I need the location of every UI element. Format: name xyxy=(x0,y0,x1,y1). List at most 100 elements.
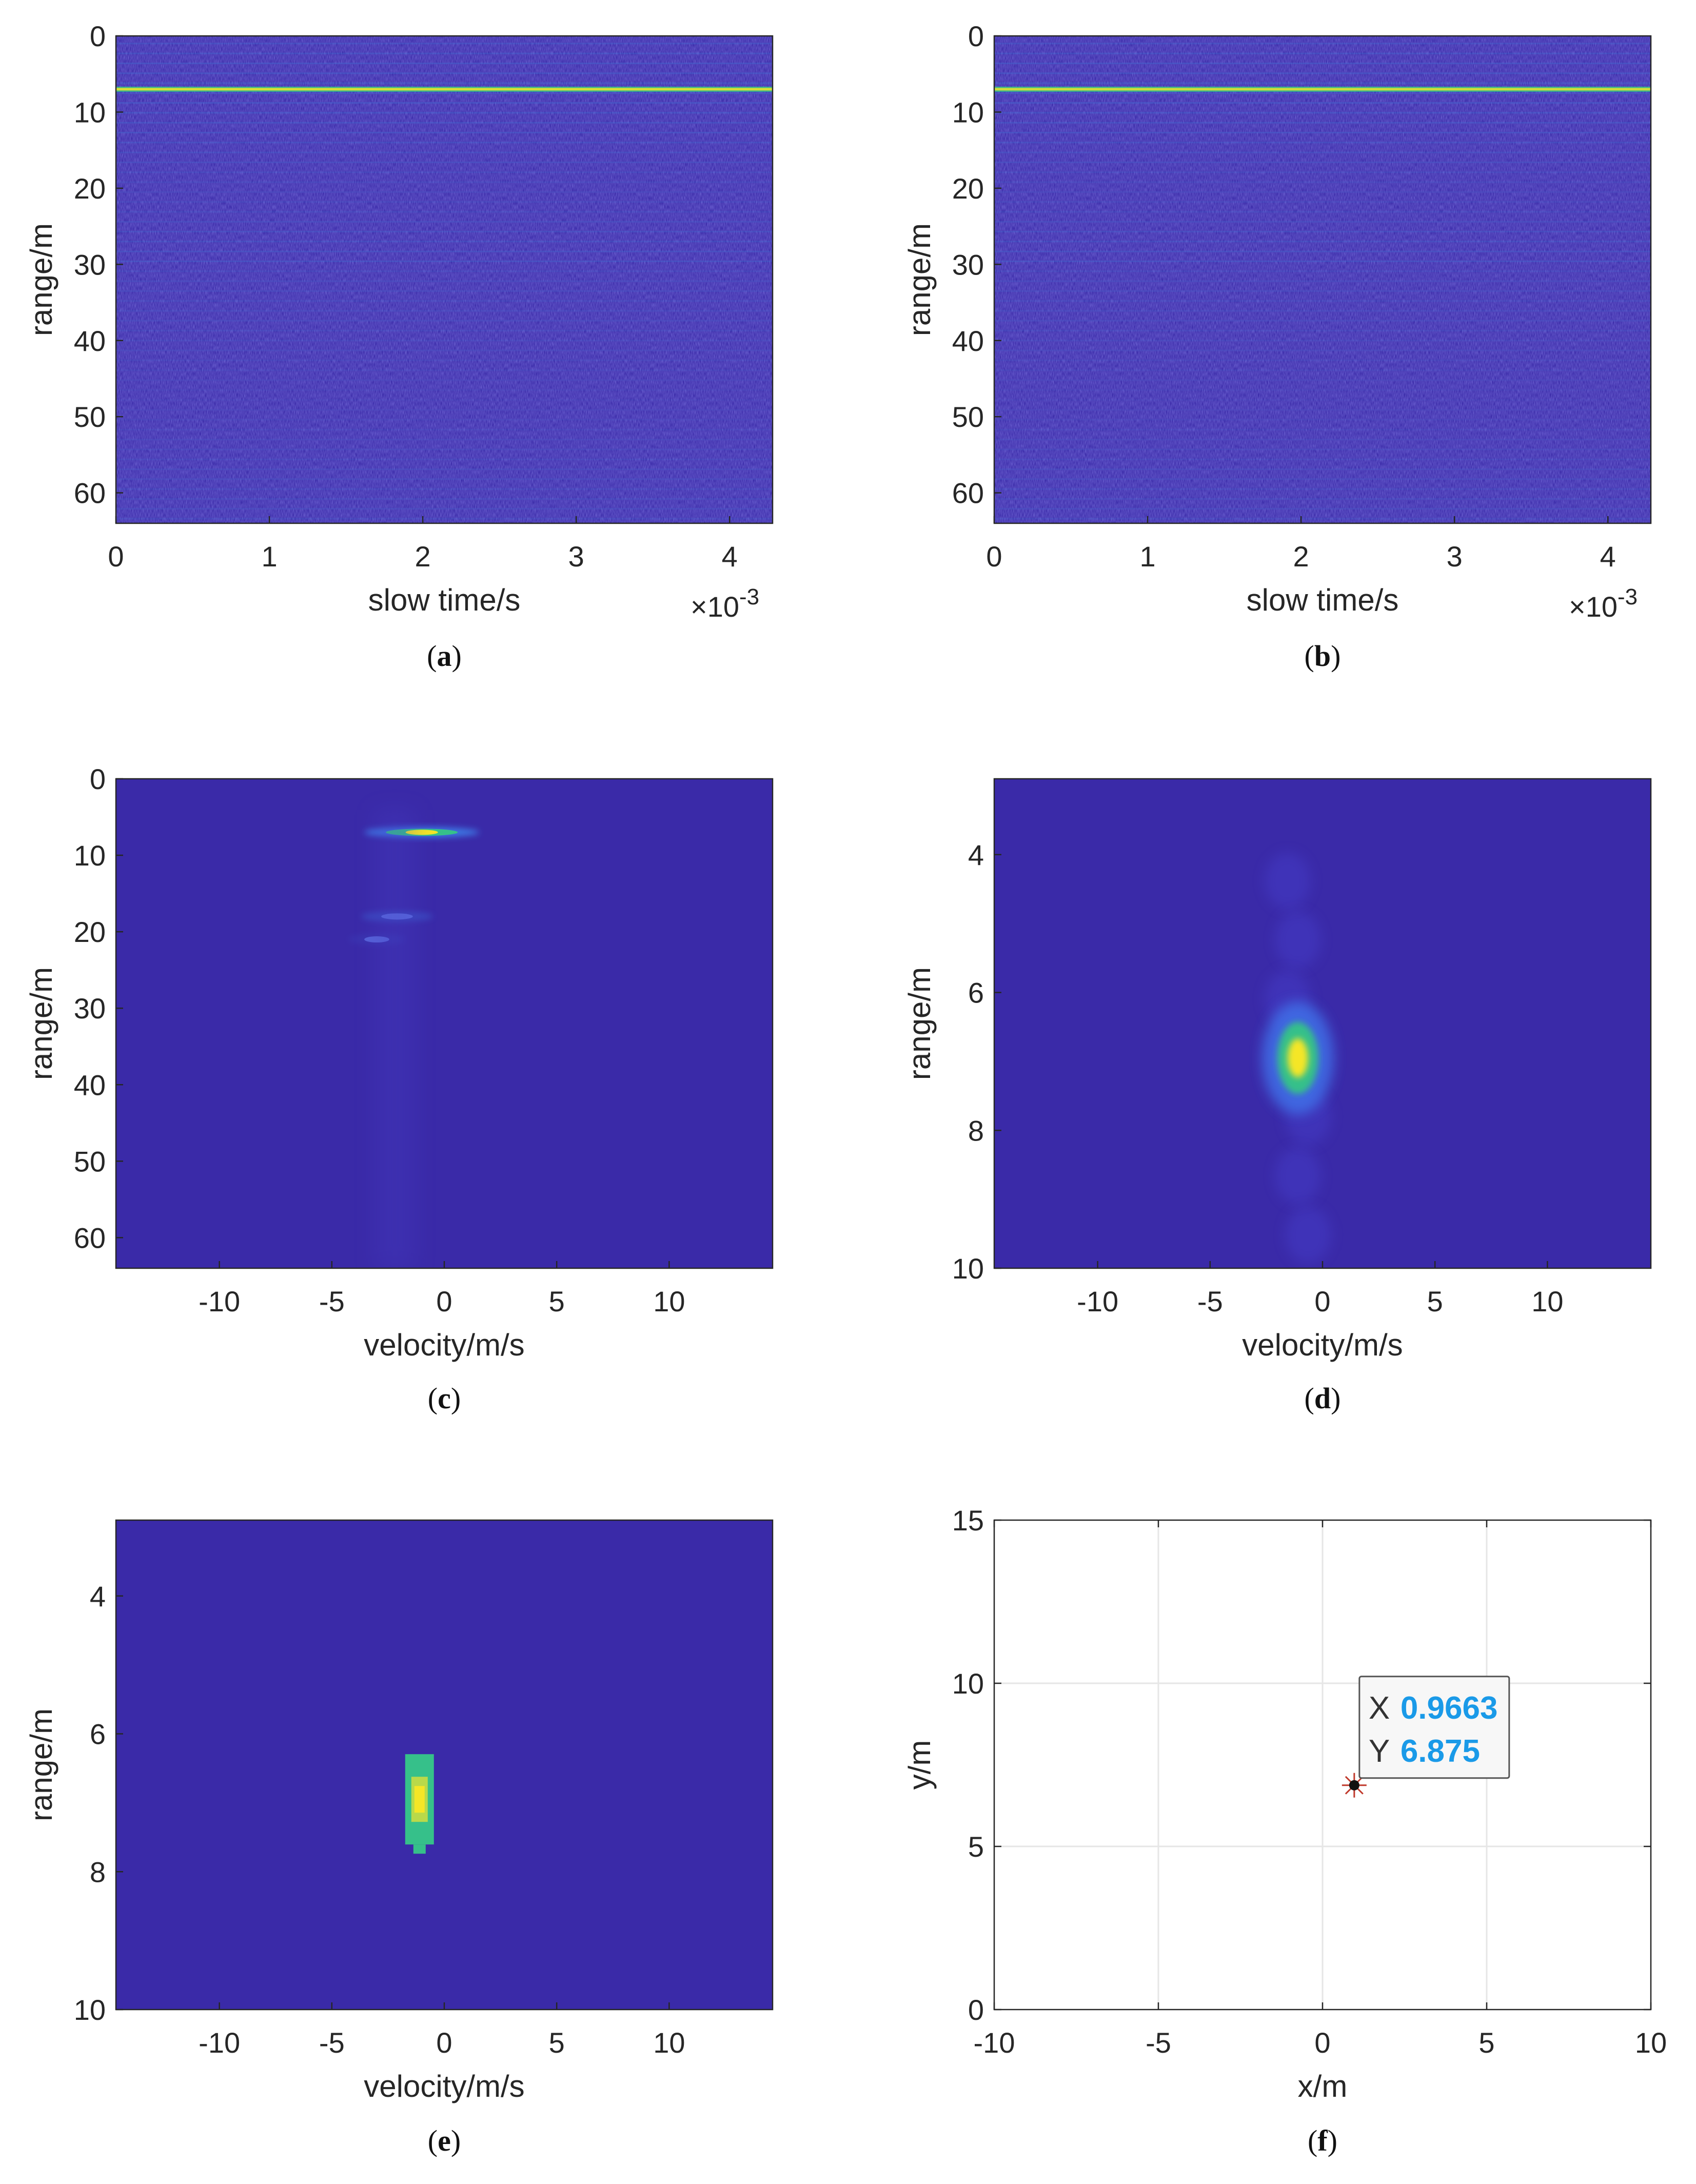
y-axis-label: range/m xyxy=(24,967,58,1080)
x-tick-label: 0 xyxy=(436,2026,452,2059)
x-tick-label: 0 xyxy=(108,540,124,573)
panel-caption: (a) xyxy=(427,639,462,673)
x-tick-label: 0 xyxy=(1314,1285,1330,1317)
panel-caption: (d) xyxy=(1305,1382,1341,1415)
y-axis-label: range/m xyxy=(24,1708,58,1821)
panel-f: X 0.9663 Y 6.875 -10 -5 0 5 10 0 5 10 15 x/m y/m (f) xyxy=(902,1504,1667,2157)
y-tick-label: 20 xyxy=(74,916,106,948)
heatmap-noise xyxy=(116,36,773,523)
x-tick-label: 1 xyxy=(261,540,277,573)
sidelobe xyxy=(1274,912,1321,969)
y-tick-label: 8 xyxy=(968,1114,984,1147)
plot-area-d xyxy=(994,779,1651,1268)
y-tick-label: 50 xyxy=(74,401,106,433)
y-tick-label: 0 xyxy=(90,763,106,795)
x-exponent: ×10-3 xyxy=(691,584,759,623)
x-axis-label: slow time/s xyxy=(368,583,521,617)
x-axis-label: velocity/m/s xyxy=(364,1328,524,1362)
x-tick-label: -10 xyxy=(1077,1285,1118,1317)
x-tick-label: 5 xyxy=(1478,2026,1494,2059)
y-tick-label: 10 xyxy=(74,839,106,872)
sidelobe xyxy=(1285,1207,1331,1264)
x-tick-label: 4 xyxy=(722,540,738,573)
x-tick-label: -5 xyxy=(1197,1285,1223,1317)
y-tick-label: 40 xyxy=(952,325,984,357)
x-tick-label: 5 xyxy=(549,1285,565,1317)
y-tick-label: 0 xyxy=(968,1994,984,2026)
panel-caption: (b) xyxy=(1305,639,1341,673)
y-tick-label: 40 xyxy=(74,1069,106,1101)
doppler-streak xyxy=(374,810,416,1268)
datatip-box xyxy=(1358,1676,1510,1779)
panel-caption: (e) xyxy=(428,2124,461,2157)
y-tick-label: 4 xyxy=(968,839,984,871)
y-tick-label: 10 xyxy=(74,96,106,128)
axes-frame xyxy=(993,35,1652,524)
x-axis-label: slow time/s xyxy=(1247,583,1399,617)
x-tick-label: 3 xyxy=(1447,540,1463,573)
y-axis-label: range/m xyxy=(24,223,58,336)
x-tick-label: 10 xyxy=(653,2026,685,2059)
x-tick-label: -10 xyxy=(974,2026,1015,2059)
datatip[interactable]: X 0.9663 Y 6.875 xyxy=(1358,1676,1510,1779)
x-tick-label: 2 xyxy=(1293,540,1309,573)
plot-area-c xyxy=(116,779,773,1268)
y-tick-label: 60 xyxy=(74,477,106,509)
plot-area-a xyxy=(116,36,773,523)
x-tick-label: -10 xyxy=(199,2026,240,2059)
plot-area-b xyxy=(994,36,1651,523)
panel-c: -10 -5 0 5 10 0 10 20 30 40 50 60 velocity/m/s range/… xyxy=(24,763,774,1415)
datatip-y-value: 6.875 xyxy=(1401,1734,1480,1769)
axes-frame xyxy=(115,35,774,524)
x-tick-label: -5 xyxy=(319,2026,345,2059)
plot-area-e xyxy=(116,1520,773,2010)
point-marker xyxy=(1349,1780,1359,1791)
data-point[interactable] xyxy=(1342,1773,1367,1798)
panel-d: -10 -5 0 5 10 4 6 8 10 velocity/m/s range/m (d) xyxy=(902,778,1652,1415)
x-tick-label: 1 xyxy=(1139,540,1155,573)
y-tick-label: 6 xyxy=(90,1718,106,1750)
y-tick-label: 50 xyxy=(952,401,984,433)
y-tick-label: 20 xyxy=(952,172,984,205)
y-tick-label: 60 xyxy=(74,1222,106,1254)
peak-core xyxy=(1287,1038,1308,1078)
y-tick-label: 10 xyxy=(952,1667,984,1700)
x-tick-label: 0 xyxy=(986,540,1002,573)
y-tick-label: 4 xyxy=(90,1580,106,1612)
y-tick-label: 15 xyxy=(952,1504,984,1537)
x-tick-label: 0 xyxy=(436,1285,452,1317)
x-tick-label: -5 xyxy=(1146,2026,1171,2059)
y-tick-label: 5 xyxy=(968,1831,984,1863)
y-tick-label: 10 xyxy=(74,1994,106,2026)
y-tick-label: 10 xyxy=(952,96,984,128)
y-axis-label: y/m xyxy=(902,1740,937,1790)
x-axis-label: x/m xyxy=(1298,2069,1348,2103)
panel-caption: (c) xyxy=(428,1382,461,1415)
y-tick-label: 30 xyxy=(74,992,106,1025)
y-tick-label: 30 xyxy=(74,248,106,281)
x-tick-label: 5 xyxy=(549,2026,565,2059)
datatip-y-label: Y xyxy=(1369,1734,1390,1769)
panel-e: -10 -5 0 5 10 4 6 8 10 velocity/m/s range/m (e) xyxy=(24,1519,774,2157)
x-axis-label: velocity/m/s xyxy=(1242,1328,1403,1362)
x-tick-label: 5 xyxy=(1427,1285,1443,1317)
x-tick-label: 10 xyxy=(1531,1285,1563,1317)
x-exponent: ×10-3 xyxy=(1569,584,1638,623)
y-axis-label: range/m xyxy=(902,967,937,1080)
x-tick-label: 0 xyxy=(1314,2026,1330,2059)
heatmap-background xyxy=(116,1520,773,2010)
y-tick-label: 60 xyxy=(952,477,984,509)
x-tick-label: -10 xyxy=(199,1285,240,1317)
y-tick-label: 20 xyxy=(74,172,106,205)
y-tick-label: 0 xyxy=(90,20,106,52)
y-tick-label: 40 xyxy=(74,325,106,357)
y-tick-label: 8 xyxy=(90,1856,106,1888)
plot-area-f xyxy=(994,1520,1651,2010)
x-tick-label: -5 xyxy=(319,1285,345,1317)
peak-block-core xyxy=(414,1786,425,1813)
x-tick-label: 4 xyxy=(1600,540,1616,573)
y-axis-label: range/m xyxy=(902,223,937,336)
y-tick-label: 6 xyxy=(968,977,984,1009)
